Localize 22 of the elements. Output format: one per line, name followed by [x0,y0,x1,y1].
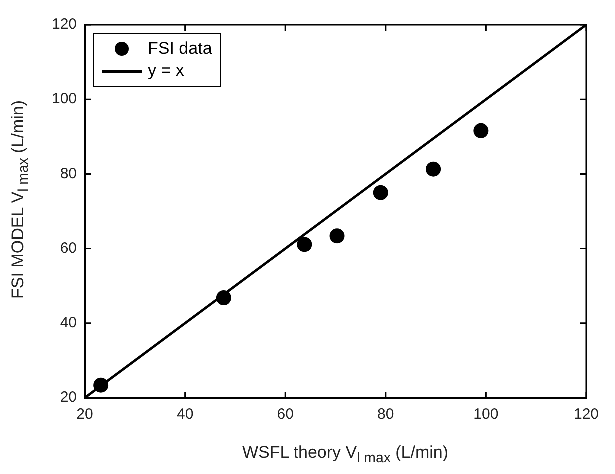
y-tick-label: 120 [52,16,78,34]
x-tick-label: 20 [76,406,94,424]
x-axis-title: WSFL theory V$_{l max}$ (L/min) [241,442,450,466]
point [94,378,109,393]
x-tick-label: 100 [474,406,499,424]
y-tick-label: 60 [60,240,78,257]
y-tick-label: 40 [60,314,78,332]
x-tick-label: 120 [574,406,599,424]
x-tick-label: 60 [277,406,294,424]
x-tick-label: 40 [176,406,194,424]
point [426,162,442,177]
y-tick-label: 100 [52,90,78,108]
legend-label: y = x [148,61,184,81]
legend-label: FSI data [148,39,212,59]
point [330,228,345,244]
x-tick-label: 80 [378,406,394,424]
point [297,237,312,252]
y-tick-label: 20 [60,389,78,406]
y-tick-label: 80 [60,165,78,182]
point [373,185,388,200]
point [474,123,489,138]
point [216,290,232,306]
